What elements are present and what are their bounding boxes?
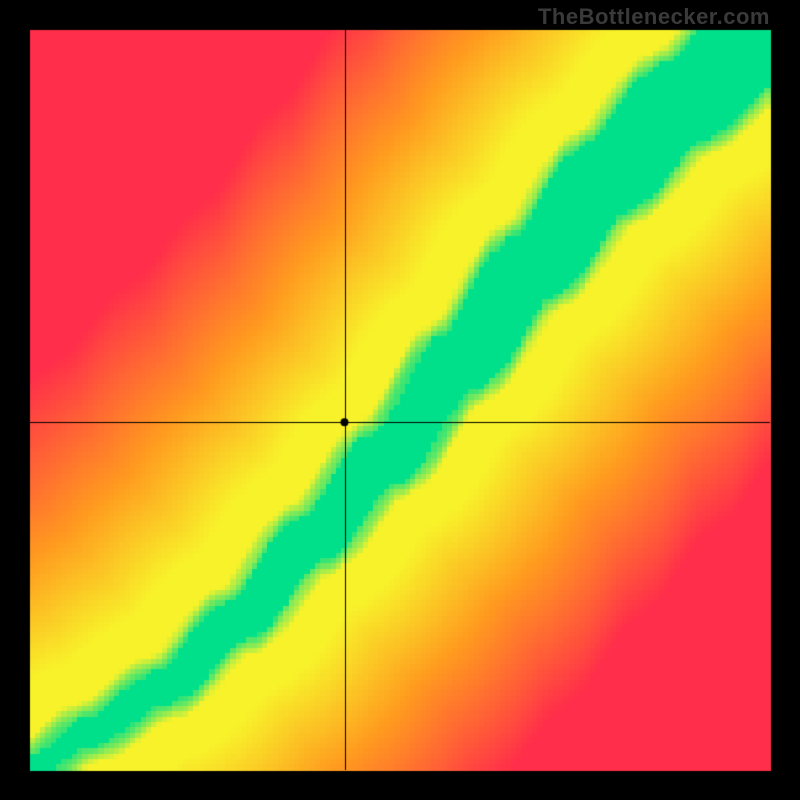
bottleneck-heatmap	[0, 0, 800, 800]
chart-container: TheBottlenecker.com	[0, 0, 800, 800]
watermark-text: TheBottlenecker.com	[538, 4, 770, 30]
